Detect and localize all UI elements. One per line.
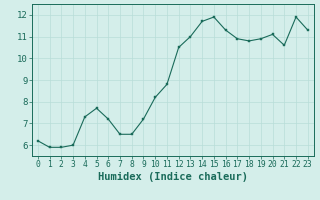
X-axis label: Humidex (Indice chaleur): Humidex (Indice chaleur)	[98, 172, 248, 182]
